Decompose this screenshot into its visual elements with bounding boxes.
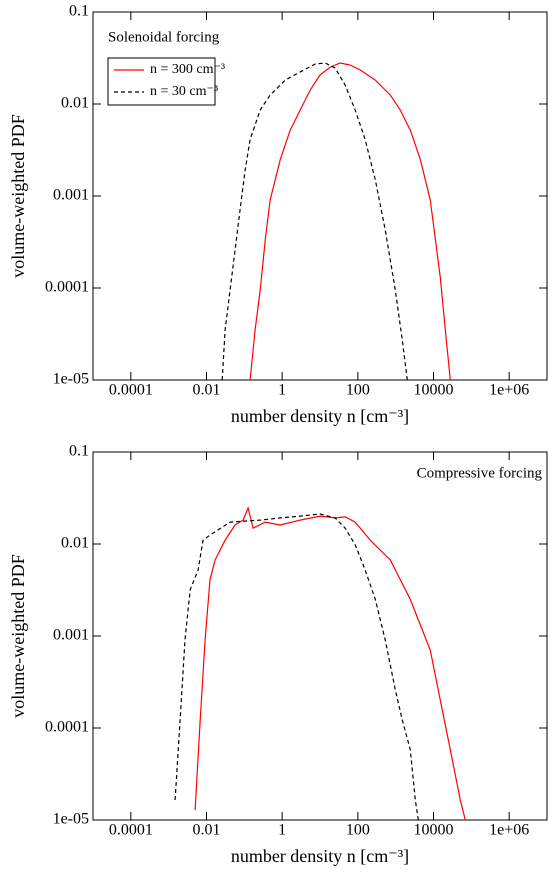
x-tick-label: 10000 — [414, 382, 454, 399]
x-tick-label: 0.0001 — [109, 822, 153, 839]
y-tick-label: 0.1 — [69, 443, 89, 460]
x-tick-label: 0.01 — [193, 822, 221, 839]
plot-frame — [92, 451, 548, 821]
x-tick-label: 1 — [278, 382, 286, 399]
y-axis-label: volume-weighted PDF — [8, 114, 28, 278]
x-tick-label: 1e+06 — [489, 382, 529, 399]
y-axis-label: volume-weighted PDF — [8, 554, 28, 718]
y-tick-label: 1e-05 — [53, 811, 89, 828]
legend-box — [107, 57, 216, 106]
x-tick-label: 1e+06 — [489, 822, 529, 839]
data-line — [249, 62, 451, 381]
x-tick-label: 100 — [346, 382, 370, 399]
y-tick-label: 0.0001 — [45, 279, 89, 296]
x-tick-label: 100 — [346, 822, 370, 839]
data-line — [174, 513, 419, 821]
x-tick-label: 0.01 — [193, 382, 221, 399]
x-tick-label: 0.0001 — [109, 382, 153, 399]
y-tick-label: 0.1 — [69, 3, 89, 20]
data-line — [194, 506, 466, 821]
annotation: Compressive forcing — [417, 465, 543, 481]
y-tick-label: 0.0001 — [45, 719, 89, 736]
y-tick-label: 1e-05 — [53, 371, 89, 388]
legend-label: n = 30 cm⁻³ — [150, 84, 218, 99]
y-tick-label: 0.01 — [61, 95, 89, 112]
x-tick-label: 10000 — [414, 822, 454, 839]
y-tick-label: 0.001 — [53, 187, 89, 204]
x-axis-label: number density n [cm⁻³] — [231, 846, 409, 866]
x-axis-label: number density n [cm⁻³] — [231, 406, 409, 426]
y-tick-label: 0.001 — [53, 627, 89, 644]
data-line — [221, 62, 408, 381]
annotation: Solenoidal forcing — [108, 29, 220, 45]
legend-label: n = 300 cm⁻³ — [150, 62, 225, 77]
y-tick-label: 0.01 — [61, 535, 89, 552]
x-tick-label: 1 — [278, 822, 286, 839]
